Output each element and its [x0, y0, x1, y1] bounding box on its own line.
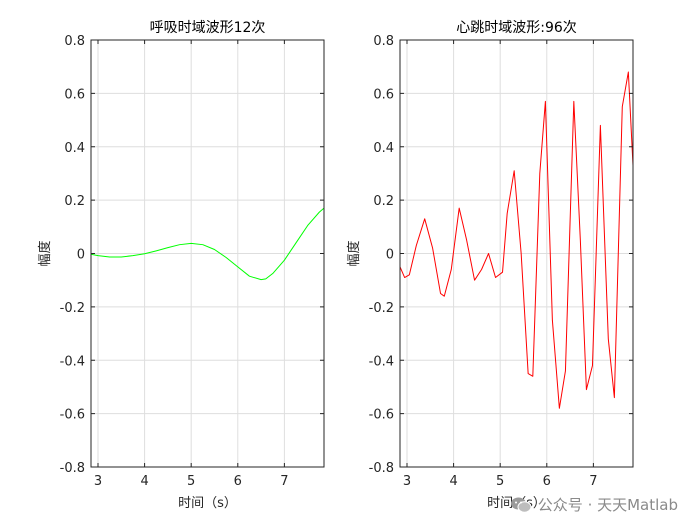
- x-tick-label: 6: [234, 474, 242, 489]
- wechat-icon: [510, 497, 532, 513]
- chart-title: 心跳时域波形:96次: [456, 20, 577, 36]
- y-tick-label: -0.8: [369, 461, 394, 476]
- y-tick-label: 0.8: [64, 34, 85, 49]
- y-tick-label: 0: [386, 248, 394, 263]
- y-tick-label: -0.4: [60, 354, 85, 369]
- y-tick-label: 0.4: [373, 141, 394, 156]
- x-tick-label: 5: [496, 474, 504, 489]
- x-tick-label: 7: [280, 474, 288, 489]
- x-tick-label: 4: [449, 474, 457, 489]
- x-axis-label: 时间（s）: [178, 496, 237, 511]
- y-tick-label: -0.6: [369, 408, 394, 423]
- series-line-1: [90, 207, 325, 281]
- x-tick-label: 7: [589, 474, 597, 489]
- x-tick-label: 3: [94, 474, 102, 489]
- y-tick-label: -0.2: [60, 301, 85, 316]
- subplot-1: 3 4 5 6 7 -0.8 -0.6 -0.4 -0.2 0 0.2 0.4 0.6 0.8 呼吸时域波形…: [37, 20, 325, 511]
- y-tick-label: 0.4: [64, 141, 85, 156]
- y-tick-label: 0.8: [373, 34, 394, 49]
- y-tick-label: -0.4: [369, 354, 394, 369]
- y-axis-label: 幅度: [37, 240, 53, 266]
- x-tick-label: 3: [403, 474, 411, 489]
- y-tick-label: 0.6: [373, 87, 394, 102]
- y-tick-label: 0.6: [64, 87, 85, 102]
- y-tick-label: 0: [77, 248, 85, 263]
- watermark-text: 公众号 · 天天Matlab: [537, 496, 678, 514]
- watermark: 公众号 · 天天Matlab: [510, 494, 678, 515]
- x-tick-label: 4: [140, 474, 148, 489]
- y-axis-label: 幅度: [346, 240, 362, 266]
- series-line-1: [399, 71, 634, 409]
- y-tick-label: -0.6: [60, 408, 85, 423]
- y-tick-label: -0.8: [60, 461, 85, 476]
- subplot-2: 3 4 5 6 7 -0.8 -0.6 -0.4 -0.2 0 0.2 0.4 0.6 0.8 心跳时域波形…: [346, 20, 634, 511]
- y-tick-label: 0.2: [373, 194, 394, 209]
- chart-title: 呼吸时域波形12次: [150, 20, 266, 36]
- grid-lines: [400, 39, 633, 468]
- y-tick-label: -0.2: [369, 301, 394, 316]
- x-tick-label: 6: [543, 474, 551, 489]
- x-tick-label: 5: [187, 474, 195, 489]
- y-tick-label: 0.2: [64, 194, 85, 209]
